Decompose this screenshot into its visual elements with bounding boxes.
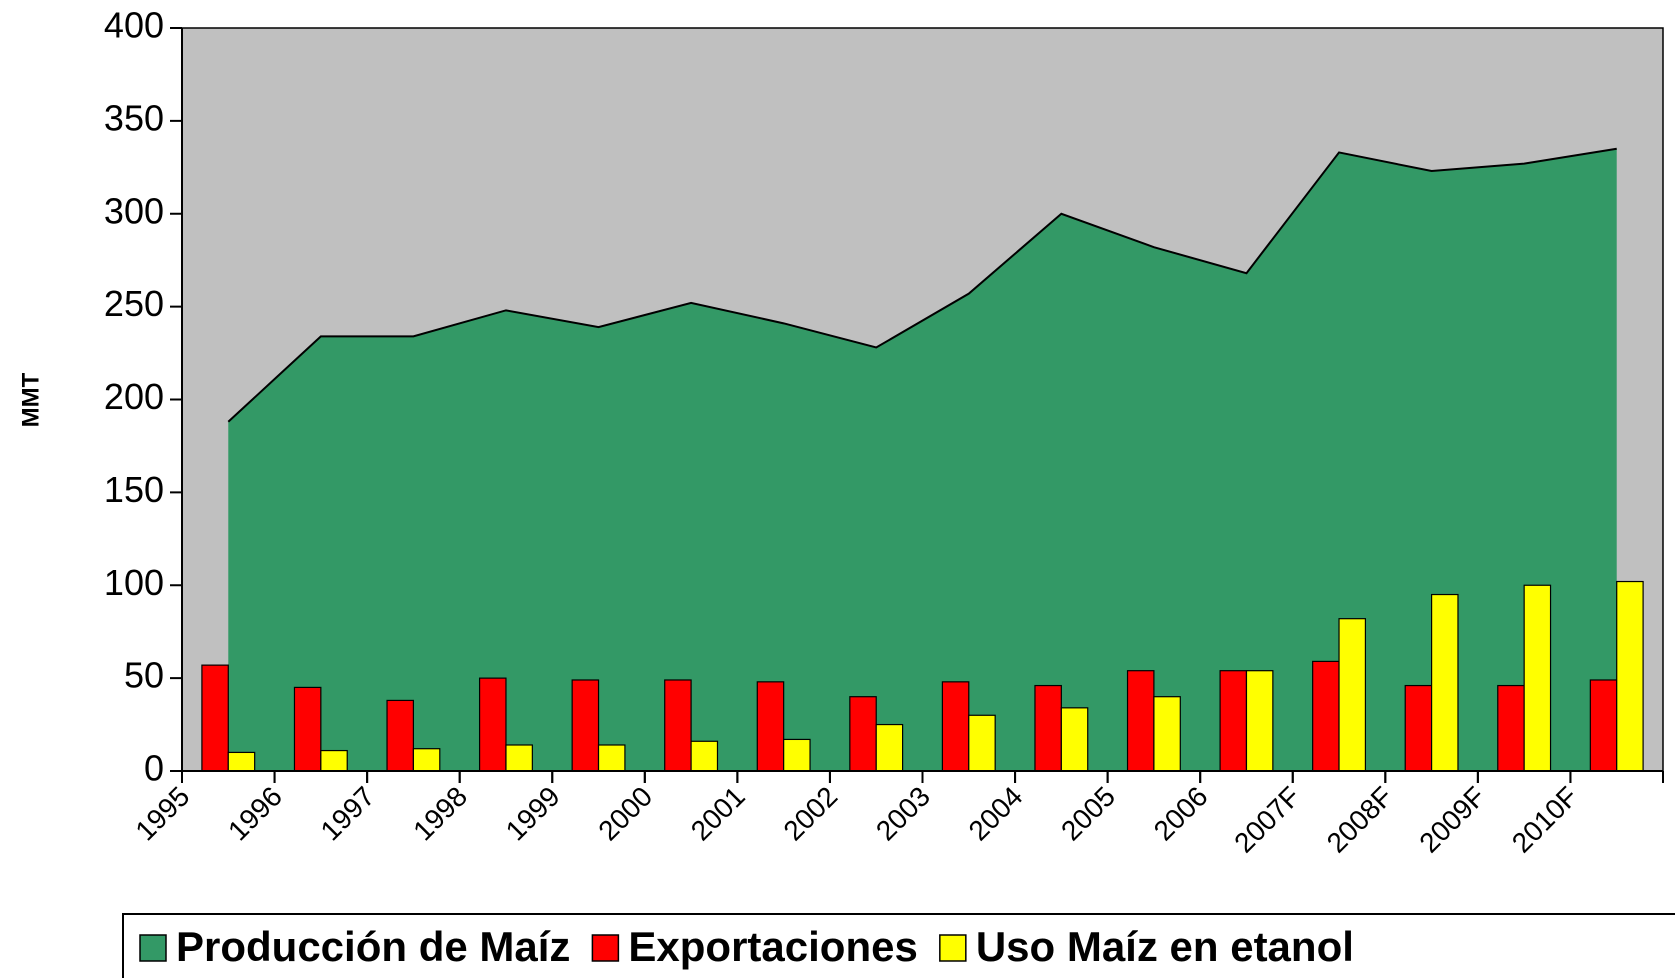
bar	[875, 723, 904, 772]
y-tick-label: 150	[104, 469, 164, 510]
x-tick-label: 1998	[407, 781, 473, 847]
x-tick-label: 1995	[129, 781, 195, 847]
bar	[412, 748, 441, 772]
bar	[505, 744, 533, 772]
bar	[664, 679, 692, 772]
bar	[1034, 684, 1062, 772]
bar	[1153, 696, 1181, 772]
legend-swatch	[591, 934, 620, 962]
x-tick-label: 2003	[870, 781, 936, 847]
legend-label: Exportaciones	[628, 923, 917, 970]
y-tick-label: 300	[104, 190, 164, 231]
legend-swatch	[939, 934, 967, 962]
x-tick-label: 1997	[315, 781, 381, 847]
bar	[293, 686, 322, 772]
legend-box	[122, 913, 1675, 978]
y-tick-label: 400	[104, 5, 164, 46]
bar	[756, 681, 785, 772]
bar	[1219, 670, 1248, 772]
bar	[1589, 679, 1618, 772]
legend-swatch	[139, 934, 167, 962]
y-tick-label: 100	[104, 562, 164, 603]
x-tick-label: 2004	[963, 781, 1029, 847]
bar	[849, 696, 877, 772]
bar	[386, 699, 415, 772]
bar	[1497, 684, 1525, 772]
x-tick-label: 1999	[500, 781, 566, 847]
bar	[1430, 593, 1459, 772]
bar	[1312, 660, 1340, 772]
legend: Producción de Maíz Exportaciones Uso Maíz …	[122, 913, 1675, 978]
bar	[1523, 584, 1552, 772]
bar	[227, 751, 256, 772]
bar	[1126, 670, 1155, 772]
bar	[320, 749, 348, 772]
x-tick-label: 2000	[592, 781, 658, 847]
area-line	[227, 147, 1617, 423]
bar	[201, 664, 229, 772]
y-tick-label: 0	[144, 748, 164, 789]
bar	[941, 681, 970, 772]
x-tick-label: 2010F	[1506, 781, 1584, 859]
x-tick-label: 2006	[1148, 781, 1214, 847]
bar	[1404, 684, 1433, 772]
legend-label: Uso Maíz en etanol	[976, 923, 1354, 970]
legend-label: Producción de Maíz	[176, 923, 570, 970]
x-tick-label: 2008F	[1321, 781, 1399, 859]
area	[228, 148, 1617, 772]
x-tick-label: 2005	[1055, 781, 1121, 847]
bar	[571, 679, 600, 772]
bar	[1616, 580, 1644, 772]
y-tick-label: 350	[104, 97, 164, 138]
x-tick-label: 2001	[685, 781, 751, 847]
y-tick-label: 50	[124, 655, 164, 696]
x-tick-label: 2007F	[1228, 781, 1306, 859]
x-tick-label: 2009F	[1413, 781, 1491, 859]
x-tick-label: 2002	[777, 781, 843, 847]
bar	[690, 740, 719, 772]
bar	[1060, 707, 1089, 772]
y-tick-label: 250	[104, 283, 164, 324]
bar	[1245, 670, 1274, 772]
bar	[783, 738, 811, 772]
y-axis-label: MMT	[17, 372, 44, 427]
bar	[478, 677, 507, 772]
bar	[1338, 618, 1367, 772]
y-tick-label: 200	[104, 376, 164, 417]
x-tick-label: 1996	[222, 781, 288, 847]
bar	[597, 744, 626, 772]
bar	[968, 714, 996, 772]
